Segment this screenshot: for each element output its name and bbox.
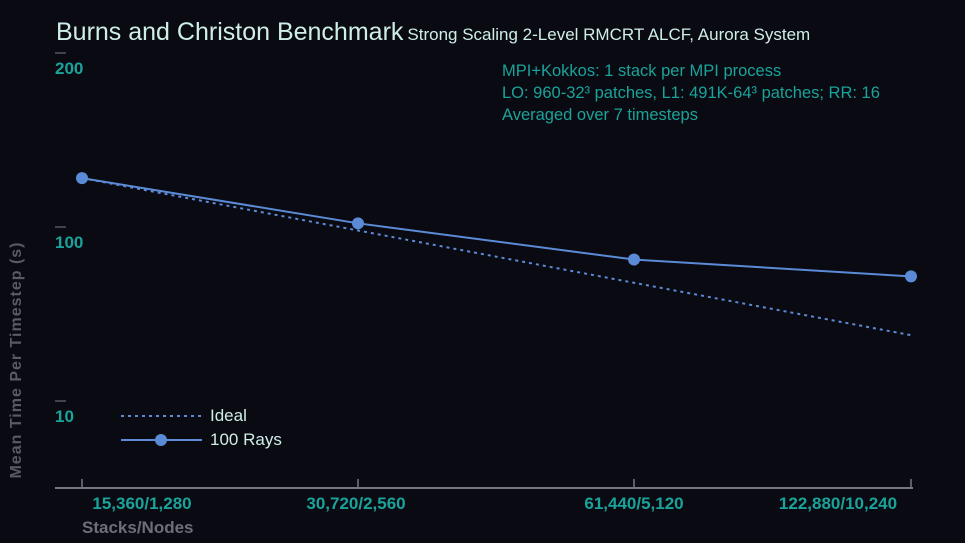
series-line-100-rays <box>81 177 912 278</box>
subtitle-text: Strong Scaling 2-Level RMCRT ALCF, Auror… <box>407 25 811 44</box>
legend-marker-100-rays <box>155 434 167 446</box>
title-text: Burns and Christon Benchmark <box>56 18 404 46</box>
series-line-ideal <box>81 177 912 337</box>
annotation-block: MPI+Kokkos: 1 stack per MPI process LO: … <box>502 60 880 126</box>
data-point-100-rays <box>905 270 917 283</box>
y-axis-label: Mean Time Per Timestep (s) <box>8 241 25 479</box>
data-point-100-rays <box>628 253 640 266</box>
legend-label-ideal: Ideal <box>210 406 247 425</box>
annotation-line: MPI+Kokkos: 1 stack per MPI process <box>502 62 782 80</box>
data-point-100-rays <box>352 217 364 230</box>
x-tick-label: 15,360/1,280 <box>92 494 192 513</box>
annotation-line: LO: 960-32³ patches, L1: 491K-64³ patche… <box>502 84 880 102</box>
chart-title: Burns and Christon Benchmark Strong Scali… <box>56 18 810 47</box>
x-tick-label: 61,440/5,120 <box>584 494 684 513</box>
y-tick-label: 100 <box>55 233 84 252</box>
y-tick-label: 10 <box>55 407 74 426</box>
x-tick-label: 30,720/2,560 <box>306 494 406 513</box>
x-axis-label: Stacks/Nodes <box>82 518 194 537</box>
legend-label-100-rays: 100 Rays <box>210 430 282 449</box>
data-point-100-rays <box>76 172 88 185</box>
y-tick-label: 200 <box>55 59 84 78</box>
annotation-line: Averaged over 7 timesteps <box>502 106 698 124</box>
x-tick-label: 122,880/10,240 <box>778 494 898 513</box>
